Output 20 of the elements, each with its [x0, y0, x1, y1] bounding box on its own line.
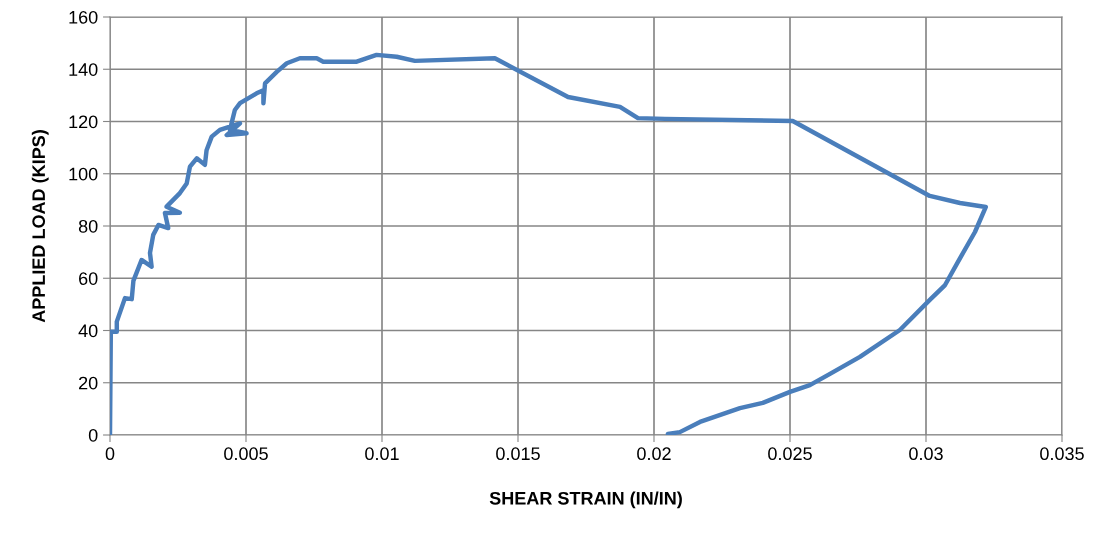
- x-tick-label: 0.015: [496, 447, 540, 461]
- y-axis-title: APPLIED LOAD (KIPS): [31, 130, 49, 323]
- y-tick-label: 20: [79, 376, 98, 390]
- x-tick-label: 0.03: [909, 447, 943, 461]
- x-axis-title: SHEAR STRAIN (IN/IN): [489, 491, 682, 509]
- x-tick-label: 0.01: [365, 447, 399, 461]
- y-tick-label: 100: [69, 167, 98, 181]
- x-tick-label: 0.005: [224, 447, 268, 461]
- y-tick-label: 80: [78, 219, 98, 233]
- x-tick-label: 0.02: [637, 447, 671, 461]
- y-tick-label: 60: [79, 272, 98, 285]
- x-tick-label: 0: [105, 447, 115, 461]
- y-tick-label: 140: [69, 63, 98, 76]
- x-tick-label: 0.035: [1040, 447, 1084, 461]
- y-tick-label: 120: [69, 115, 98, 129]
- y-tick-label: 160: [69, 10, 98, 24]
- y-tick-label: 0: [88, 428, 98, 442]
- y-tick-label: 40: [78, 324, 98, 338]
- x-tick-label: 0.025: [768, 447, 812, 461]
- line-series: [110, 52, 989, 435]
